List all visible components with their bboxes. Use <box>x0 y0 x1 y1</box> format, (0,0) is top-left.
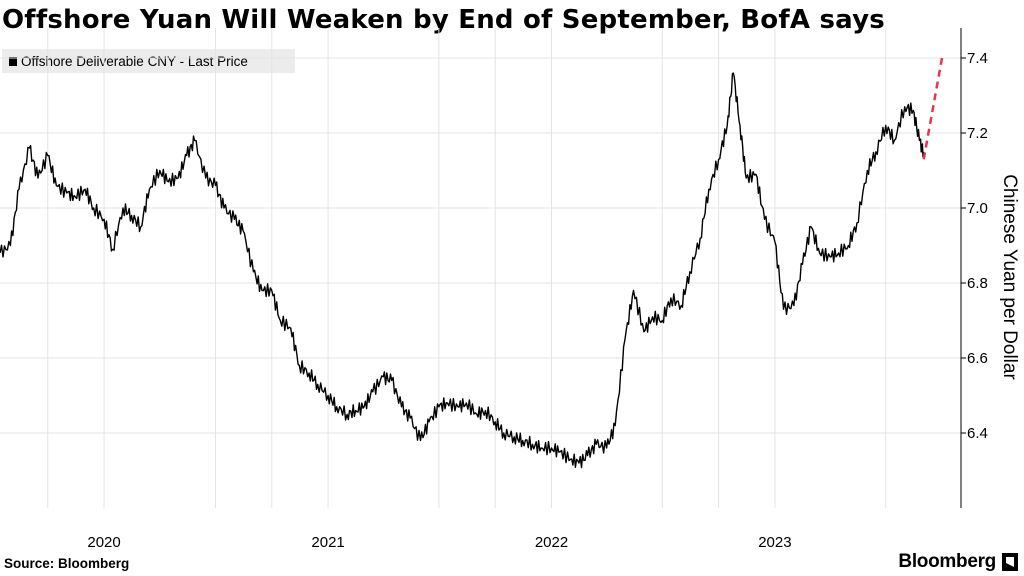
chart-title: Offshore Yuan Will Weaken by End of Sept… <box>2 5 885 35</box>
y-tick-label: 7.0 <box>967 200 988 217</box>
x-gridlines <box>47 28 887 508</box>
forecast-line <box>922 57 944 160</box>
x-axis-ticks: 2020 2021 2022 2023 <box>87 534 791 551</box>
x-tick-label: 2022 <box>535 534 568 551</box>
y-axis-ticks: 6.4 6.6 6.8 7.0 7.2 7.4 <box>961 50 988 442</box>
y-tick-label: 6.8 <box>967 275 988 292</box>
source-note: Source: Bloomberg <box>4 556 130 571</box>
y-axis-title: Chinese Yuan per Dollar <box>999 174 1020 380</box>
legend-swatch <box>9 56 17 66</box>
y-tick-label: 6.4 <box>967 425 988 442</box>
y-tick-label: 7.2 <box>967 125 988 142</box>
y-gridlines <box>0 57 961 434</box>
x-tick-label: 2023 <box>758 534 791 551</box>
x-tick-label: 2021 <box>311 534 344 551</box>
y-tick-label: 7.4 <box>967 50 988 67</box>
legend: Offshore Deliverable CNY - Last Price <box>2 49 295 73</box>
brand-logo: Bloomberg <box>898 551 996 572</box>
brand-mark-icon <box>1002 553 1018 571</box>
cny-price-line <box>0 72 925 469</box>
legend-label: Offshore Deliverable CNY - Last Price <box>21 53 248 69</box>
series-group <box>0 57 944 469</box>
x-tick-label: 2020 <box>87 534 120 551</box>
y-tick-label: 6.6 <box>967 350 988 367</box>
